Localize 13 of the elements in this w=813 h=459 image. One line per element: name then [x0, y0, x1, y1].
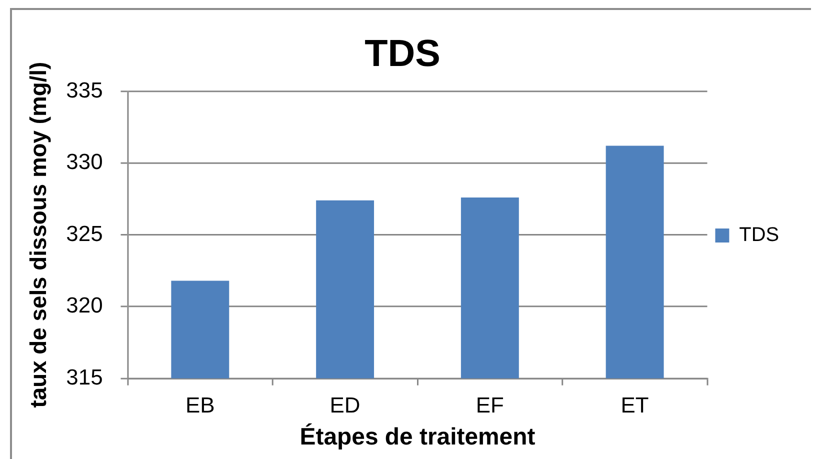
x-tick-label: ET	[620, 392, 649, 418]
y-axis-title: taux de sels dissous moy (mg/l)	[25, 62, 52, 408]
x-tick-label: EB	[186, 392, 215, 418]
y-tick-label: 325	[66, 220, 103, 246]
y-tick-label: 320	[66, 292, 103, 318]
chart-title: TDS	[364, 33, 440, 76]
y-tick-label: 315	[66, 364, 103, 390]
x-axis-title: Étapes de traitement	[300, 422, 536, 450]
x-tick-label: EF	[476, 392, 504, 418]
x-tick-label: ED	[330, 392, 360, 418]
legend-label: TDS	[739, 224, 780, 246]
y-tick-label: 335	[66, 77, 103, 102]
y-tick-label: 330	[66, 149, 103, 174]
